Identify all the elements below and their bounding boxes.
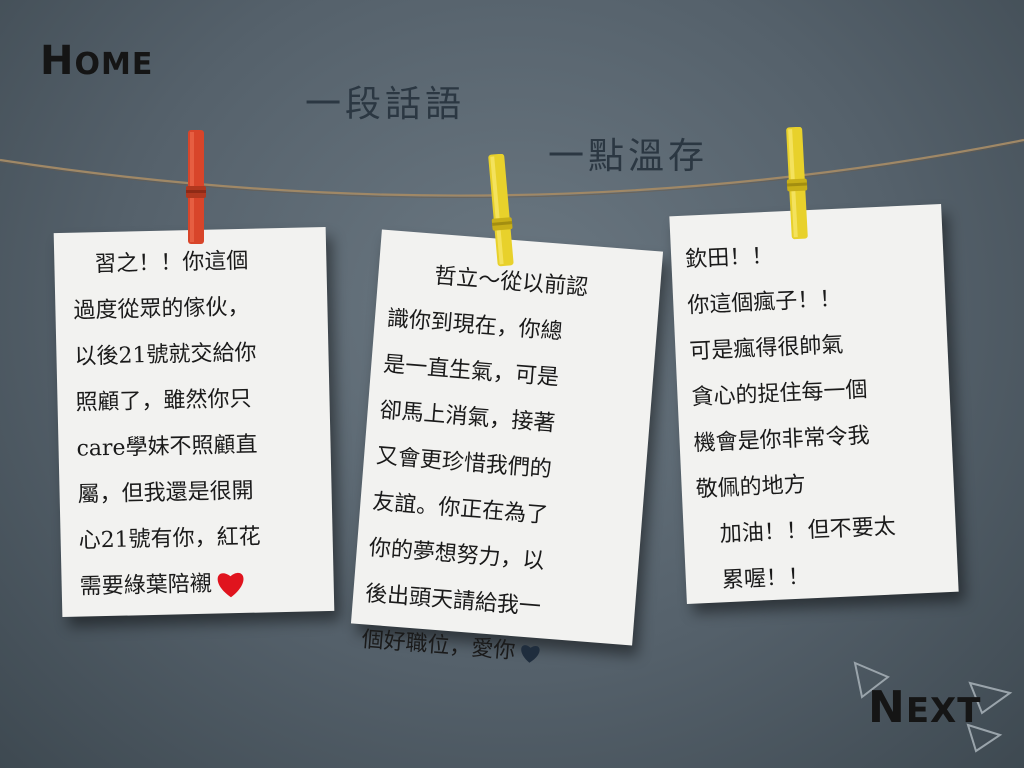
red-heart-icon [217,572,244,598]
note-1-last-line: 需要綠葉陪襯 [79,559,324,611]
next-rest-letters: EXT [905,691,982,731]
triangle-decoration-icon [853,661,1013,753]
home-first-letter: H [40,38,75,84]
yellow-clothespin-icon [786,127,808,240]
heading-line-1: 一段話語 [305,84,466,125]
home-rest-letters: OME [74,47,154,82]
note-1-line: 以後21號就交給你 [74,340,257,370]
note-2-last-line: 個好職位，愛你 [360,617,627,684]
note-1-line-text: 需要綠葉陪襯 [79,571,212,600]
note-1-line: 照顧了，雖然你只 [75,386,252,416]
note-card-3: 欽田！！ 你這個瘋子！！ 可是瘋得很帥氣 貪心的捉住每一個 機會是你非常令我 敬… [669,204,959,604]
next-first-letter: N [868,682,906,733]
navy-heart-icon [521,645,540,663]
home-button[interactable]: HOME [40,38,153,84]
note-1-line: 心21號有你，紅花 [78,524,261,554]
note-card-1: 習之！！你這個 過度從眾的傢伙， 以後21號就交給你 照顧了，雖然你只 care… [53,226,335,618]
note-card-2: 哲立～從以前認 識你到現在，你總 是一直生氣，可是 卻馬上消氣，接著 又會更珍惜… [350,229,664,664]
next-button[interactable]: NEXT [868,682,981,733]
red-clothespin-icon [186,130,206,244]
note-1-line: care學妹不照顧直 [76,432,258,462]
note-2-line-text: 個好職位，愛你 [360,627,517,665]
yellow-clothespin-icon [488,154,514,267]
heading-line-2: 一點溫存 [548,136,709,177]
note-1-line: 屬，但我還是很開 [77,478,254,508]
note-1-line: 過度從眾的傢伙， [73,294,250,324]
